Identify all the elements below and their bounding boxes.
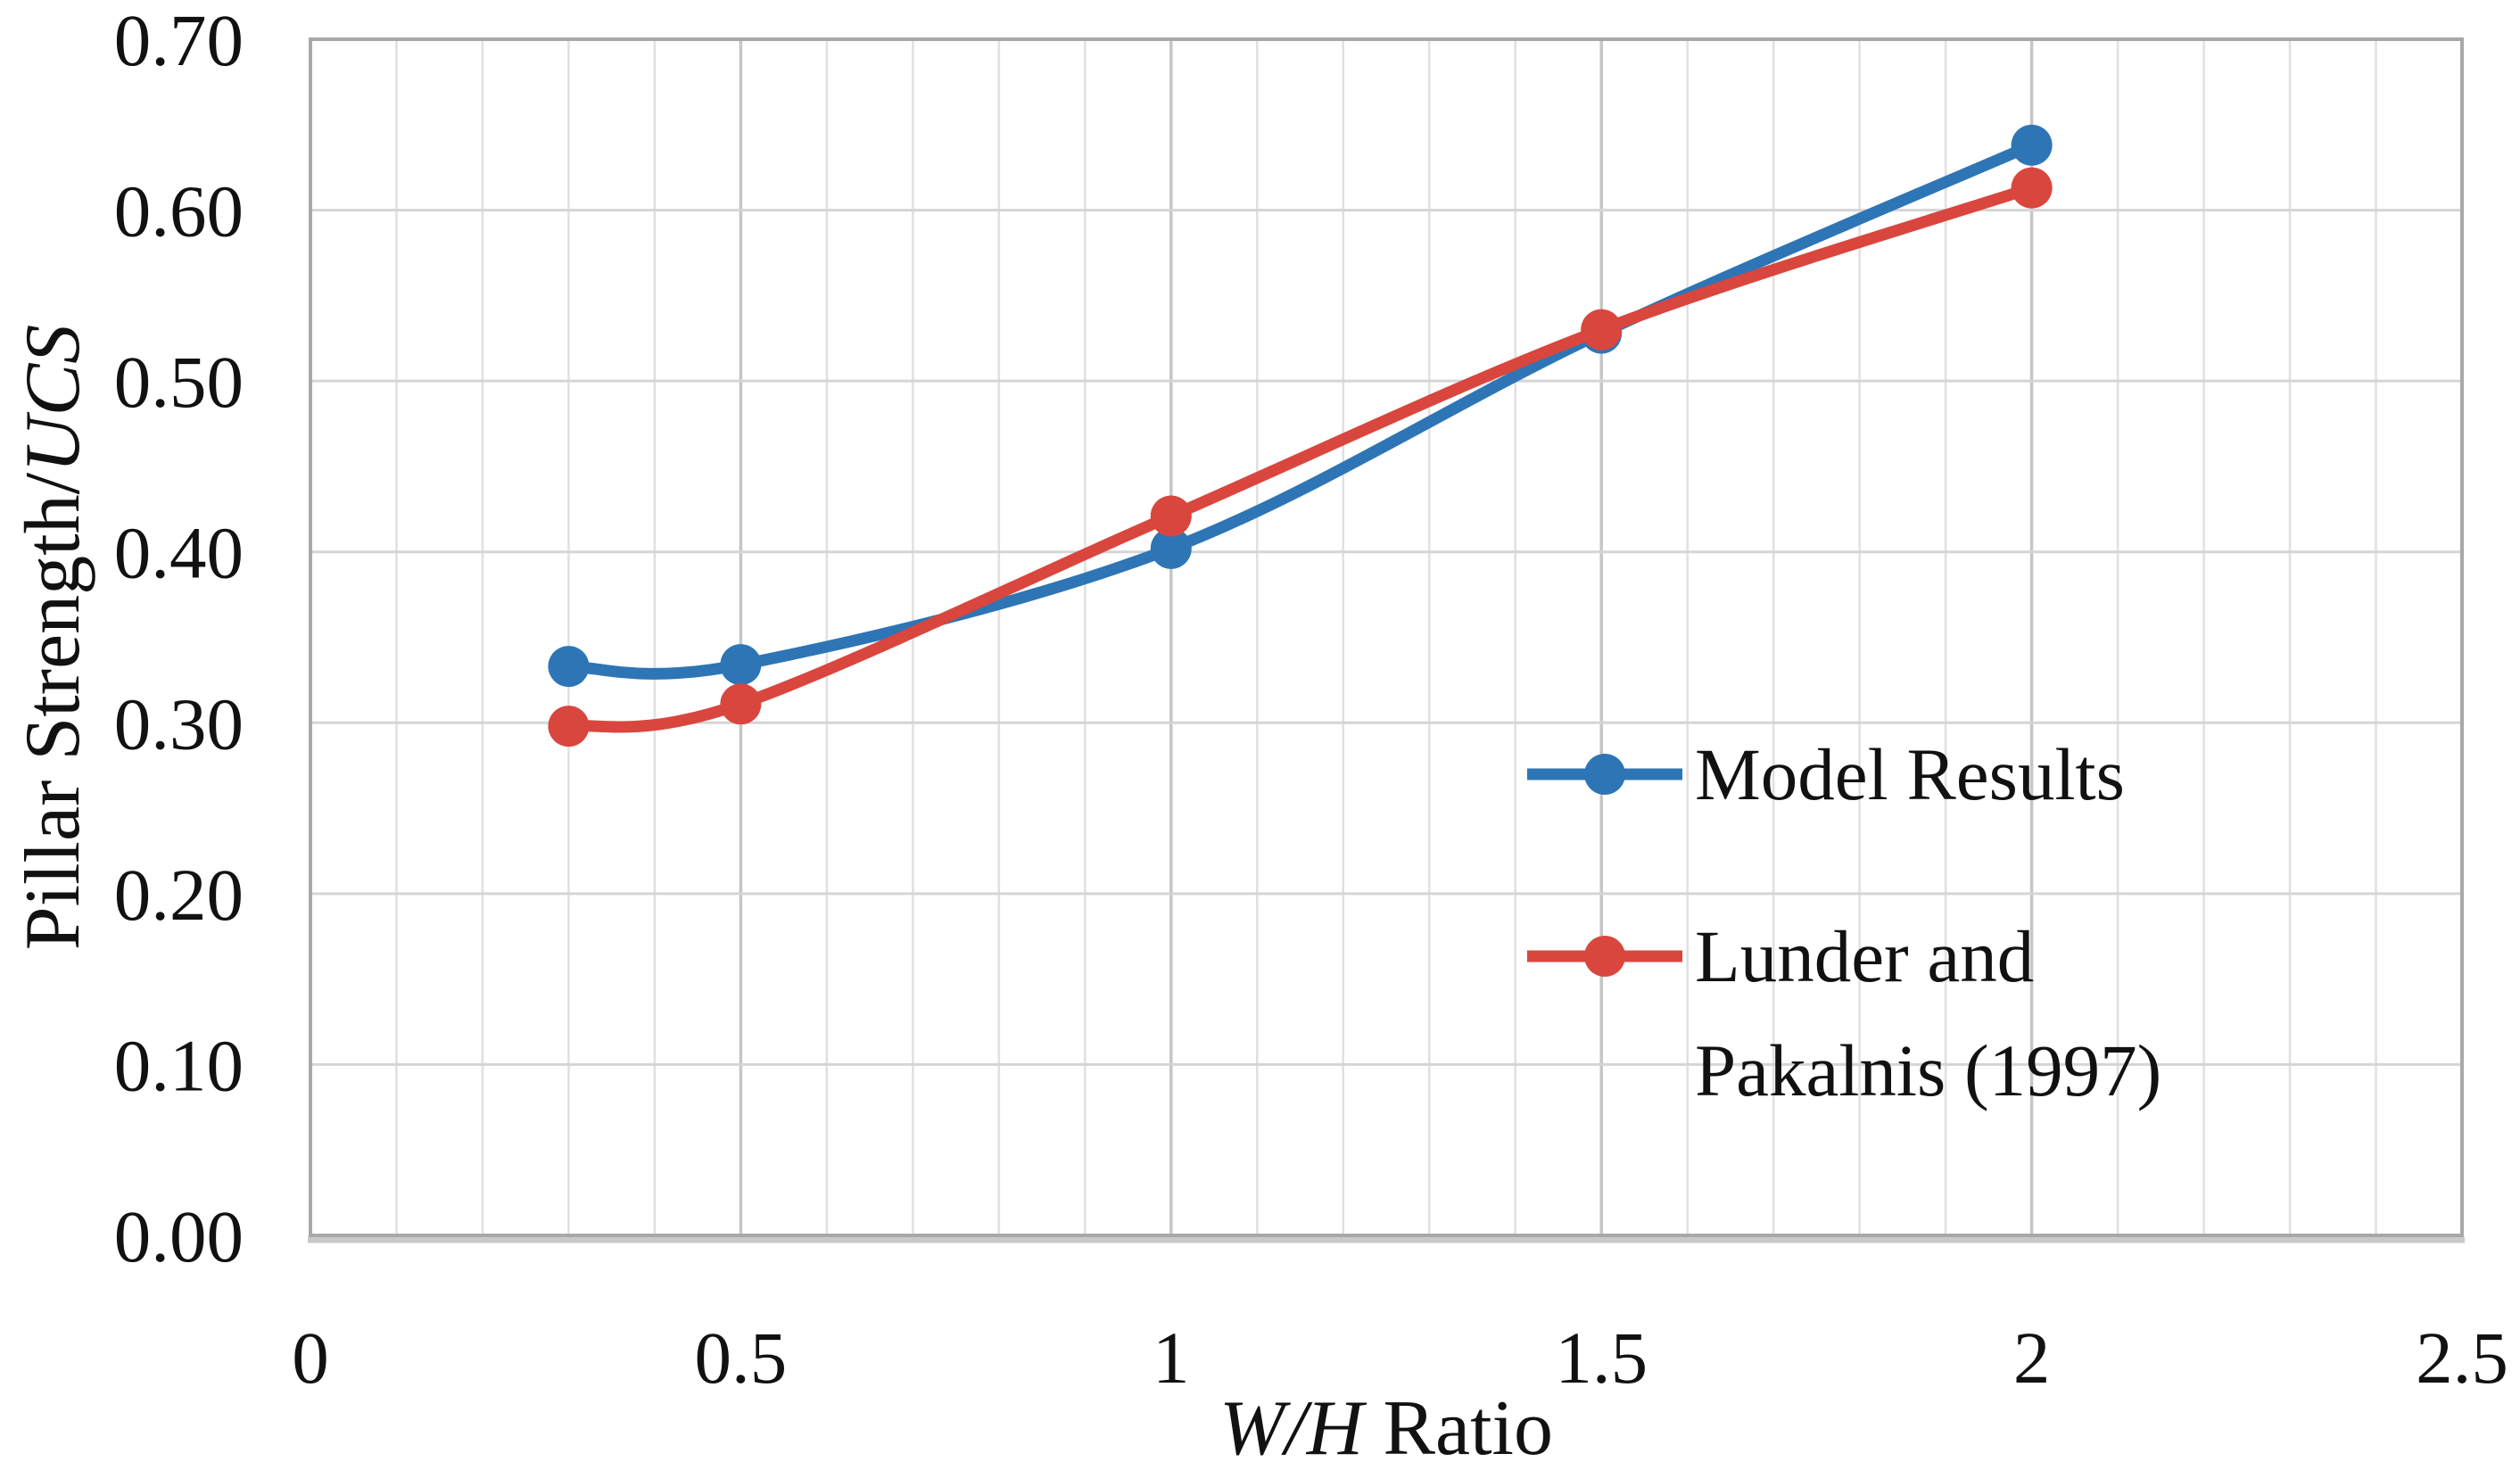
data-point-marker: [2011, 167, 2053, 209]
data-point-marker: [1150, 495, 1192, 537]
y-tick-label: 0.70: [114, 0, 244, 81]
data-point-marker: [548, 646, 590, 688]
x-tick-label: 2: [2013, 1317, 2051, 1399]
y-tick-label: 0.30: [114, 682, 244, 764]
x-axis-title-italic: W/H: [1219, 1385, 1367, 1470]
x-tick-label: 0.5: [695, 1317, 788, 1399]
legend-label: Pakalnis (1997): [1695, 1029, 2161, 1111]
data-point-marker: [720, 683, 762, 725]
y-tick-label: 0.40: [114, 512, 244, 594]
y-tick-label: 0.00: [114, 1195, 244, 1277]
data-point-marker: [1150, 527, 1192, 569]
data-point-marker: [720, 644, 762, 686]
x-tick-label: 1: [1153, 1317, 1190, 1399]
x-tick-label: 1.5: [1555, 1317, 1648, 1399]
y-axis-title-regular: Pillar Strength/: [10, 472, 96, 950]
y-tick-label: 0.10: [114, 1024, 244, 1106]
plot-border: [309, 37, 2464, 1237]
series-line: [562, 139, 2038, 680]
y-axis-title-italic: UCS: [10, 325, 96, 473]
y-tick-label: 0.60: [114, 170, 244, 252]
series-line: [562, 182, 2038, 733]
data-point-marker: [2011, 124, 2053, 166]
data-point-marker: [1581, 309, 1623, 351]
legend-label: Lunder and: [1695, 915, 2034, 997]
x-axis-title: W/H Ratio: [1219, 1385, 1553, 1470]
x-axis-title-regular: Ratio: [1363, 1385, 1553, 1470]
legend-marker-icon: [1584, 754, 1625, 795]
legend: Model Results Lunder and Pakalnis (1997): [1527, 733, 2161, 1111]
y-tick-label: 0.20: [114, 854, 244, 936]
legend-label: Model Results: [1695, 733, 2125, 815]
legend-item-1: Lunder and Pakalnis (1997): [1527, 915, 2161, 1111]
y-tick-label: 0.50: [114, 341, 244, 423]
data-point-marker: [548, 706, 590, 747]
legend-item-0: Model Results: [1527, 733, 2125, 815]
x-tick-label: 0: [292, 1317, 329, 1399]
series-1: [548, 167, 2053, 747]
x-tick-label: 2.5: [2416, 1317, 2508, 1399]
legend-marker-icon: [1584, 936, 1625, 977]
y-axis-title: Pillar Strength/UCS: [10, 325, 96, 951]
